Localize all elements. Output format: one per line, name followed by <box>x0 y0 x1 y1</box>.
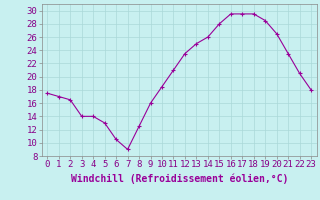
X-axis label: Windchill (Refroidissement éolien,°C): Windchill (Refroidissement éolien,°C) <box>70 173 288 184</box>
